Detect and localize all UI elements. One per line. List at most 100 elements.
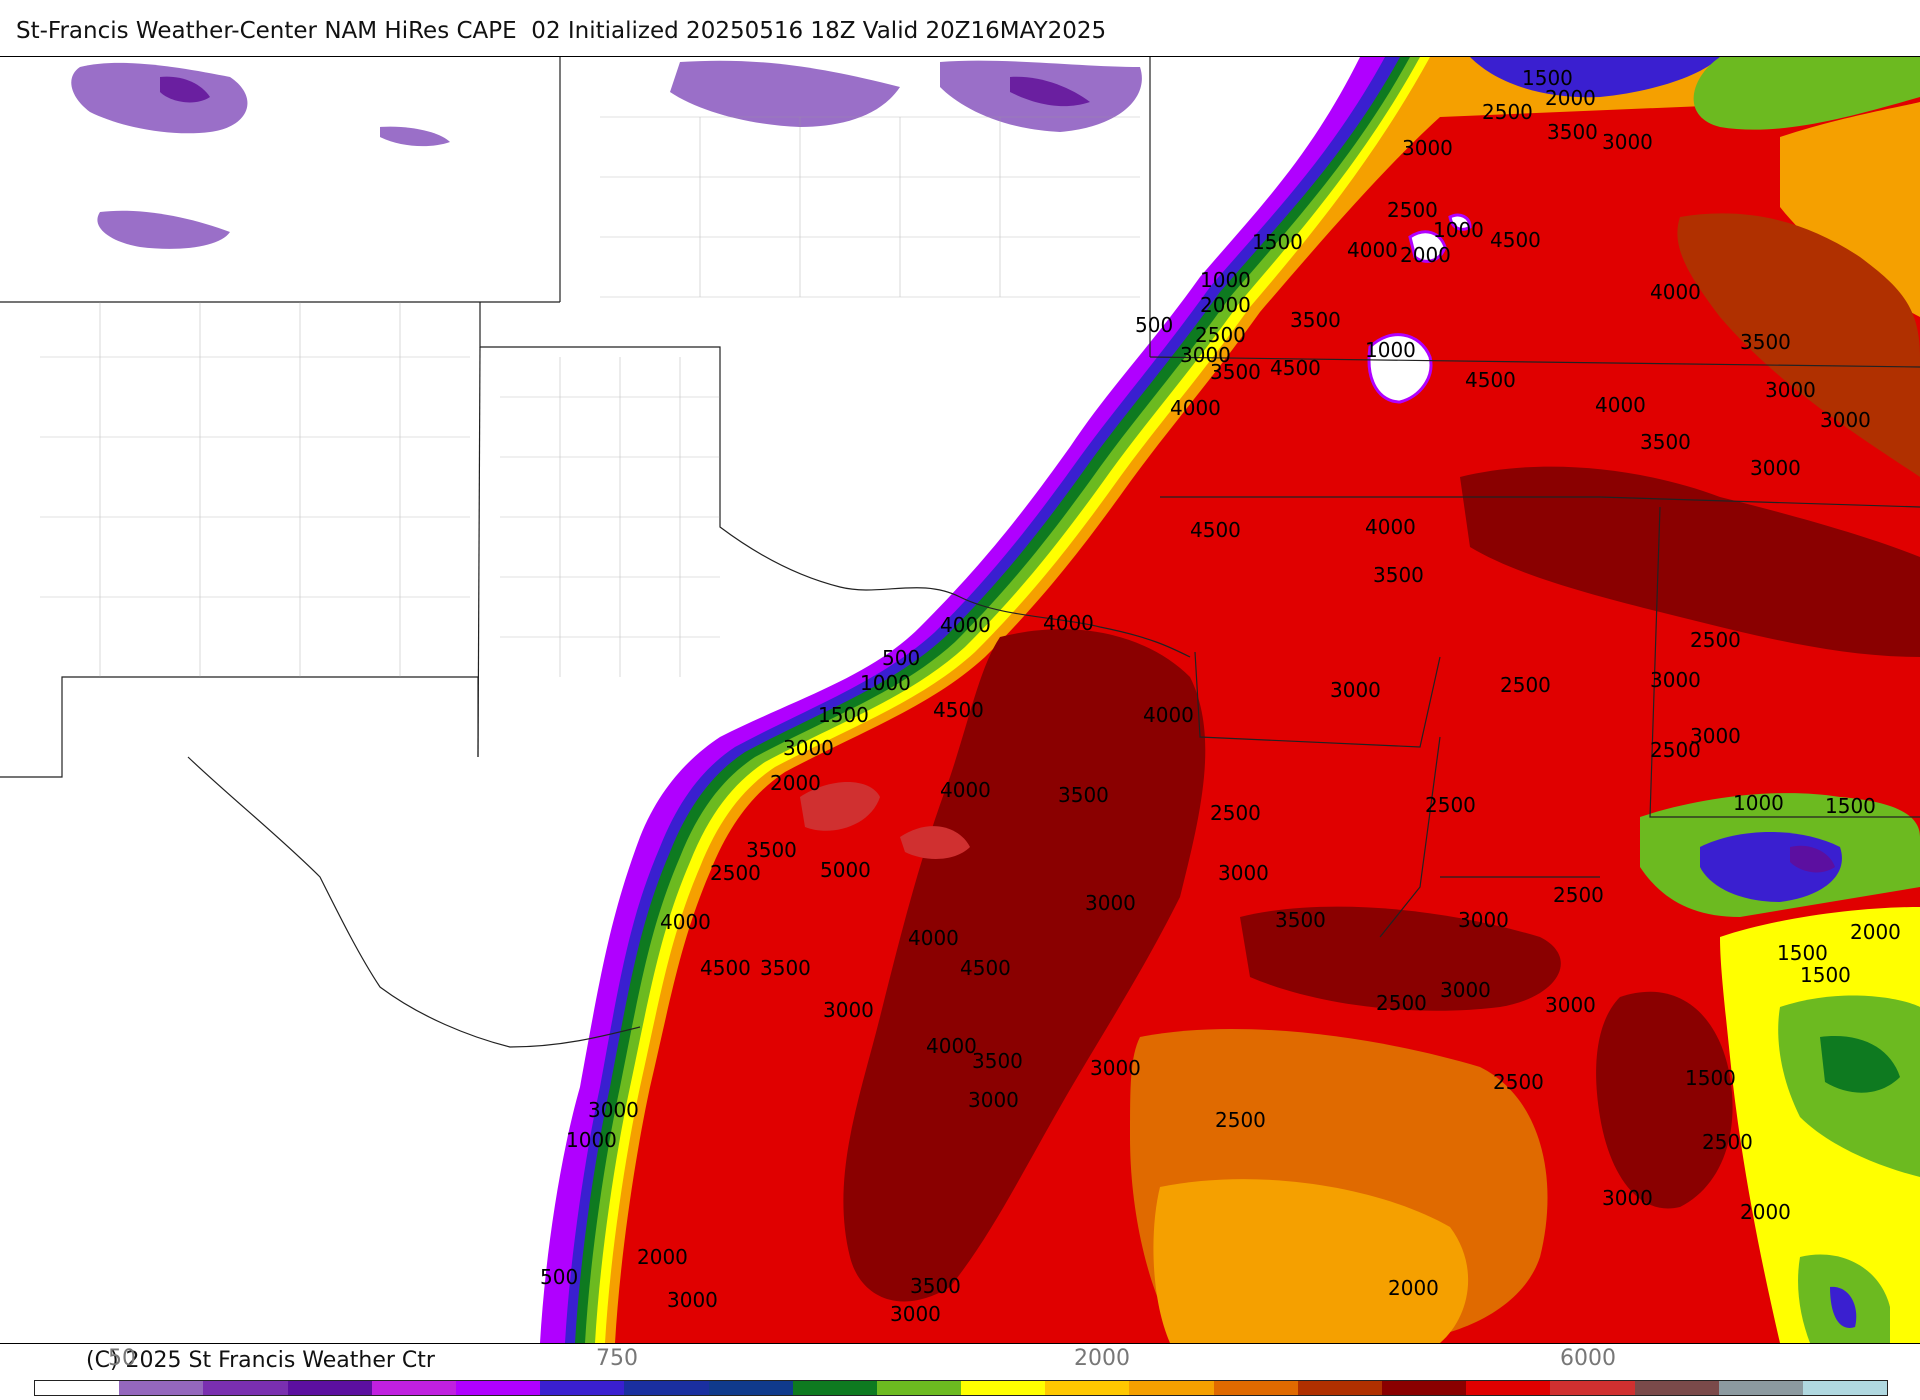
contour-label: 3000 [1085,891,1136,915]
low-cape-patches [71,60,1142,249]
contour-label: 4000 [1143,703,1194,727]
contour-label: 3000 [1402,136,1453,160]
contour-label: 4500 [933,698,984,722]
contour-label: 500 [882,646,920,670]
storm-gap [1367,213,1472,404]
contour-label: 2500 [1195,323,1246,347]
colorbar-segment [1213,1381,1298,1395]
colorbar-tick: 2000 [1074,1346,1130,1371]
contour-label: 2000 [1545,86,1596,110]
contour-label: 1000 [1365,338,1416,362]
contour-label: 3000 [1545,993,1596,1017]
contour-label: 3500 [1275,908,1326,932]
contour-label: 2500 [1500,673,1551,697]
contour-label: 1000 [1733,791,1784,815]
contour-label: 1500 [1685,1066,1736,1090]
contour-label: 2500 [1690,628,1741,652]
colorbar-segment [371,1381,456,1395]
colorbar-segment [1550,1381,1635,1395]
map-title: St-Francis Weather-Center NAM HiRes CAPE… [16,18,1107,44]
contour-label: 4000 [1650,280,1701,304]
colorbar-segment [961,1381,1046,1395]
contour-label: 500 [1135,313,1173,337]
contour-label: 3000 [890,1302,941,1326]
contour-label: 4500 [1490,228,1541,252]
contour-label: 4000 [1365,515,1416,539]
colorbar-tick: 750 [596,1346,638,1371]
contour-label: 2500 [1650,738,1701,762]
contour-label: 2500 [1387,198,1438,222]
contour-label: 4000 [1170,396,1221,420]
contour-label: 3000 [588,1098,639,1122]
contour-label: 2500 [1376,991,1427,1015]
contour-label: 3000 [1750,456,1801,480]
contour-label: 3500 [1058,783,1109,807]
dark-red-regions [843,466,1920,1302]
colorbar-segment [708,1381,793,1395]
colorbar-segment [540,1381,625,1395]
colorbar-segment [1802,1381,1888,1395]
contour-label: 4000 [926,1034,977,1058]
colorbar-segment [792,1381,877,1395]
contour-label: 3000 [1602,1186,1653,1210]
colorbar-segment [876,1381,962,1395]
contour-label: 500 [540,1265,578,1289]
gulf-east-blue [1640,793,1920,917]
contour-label: 1500 [818,703,869,727]
contour-label: 3000 [1090,1056,1141,1080]
colorbar-segment [119,1381,204,1395]
northeast-gradient [1470,57,1920,478]
contour-label: 2000 [1388,1276,1439,1300]
contour-label: 2500 [1482,100,1533,124]
contour-label: 2500 [1215,1108,1266,1132]
contour-label: 4000 [940,613,991,637]
contour-label: 2500 [1702,1130,1753,1154]
contour-label: 1000 [1433,218,1484,242]
contour-label: 1500 [1252,230,1303,254]
contour-label: 3000 [823,998,874,1022]
contour-label: 2000 [1200,293,1251,317]
contour-label: 4500 [1190,518,1241,542]
contour-label: 3500 [972,1049,1023,1073]
contour-label: 3000 [1650,668,1701,692]
contour-label: 5000 [820,858,871,882]
contour-label: 3000 [1765,378,1816,402]
contour-label: 3500 [1210,360,1261,384]
colorbar-segment [1718,1381,1803,1395]
copyright-notice: (C) 2025 St Francis Weather Ctr [86,1348,435,1373]
contour-label: 2000 [1740,1200,1791,1224]
contour-label: 3500 [1547,120,1598,144]
contour-label: 4500 [960,956,1011,980]
contour-label: 4500 [1465,368,1516,392]
contour-label: 3500 [1740,330,1791,354]
contour-label: 3000 [1690,724,1741,748]
contour-label: 4500 [700,956,751,980]
contour-label: 3500 [760,956,811,980]
county-lines [40,116,1140,677]
contour-label: 3000 [1458,908,1509,932]
colorbar-segment [1466,1381,1551,1395]
contour-label: 4000 [940,778,991,802]
contour-label: 4000 [908,926,959,950]
contour-label: 2500 [710,861,761,885]
contour-label: 3500 [910,1274,961,1298]
bright-red-pockets [800,782,970,859]
contour-label: 3000 [667,1288,718,1312]
contour-label: 4000 [1595,393,1646,417]
contour-label: 3000 [1440,978,1491,1002]
contour-label: 2500 [1553,883,1604,907]
contour-label: 2500 [1493,1070,1544,1094]
colorbar-segment [455,1381,541,1395]
colorbar-segment [287,1381,372,1395]
contour-label: 4000 [1347,238,1398,262]
cape-map-canvas: 1500 2000 2500 3500 3000 2500 3000 1000 … [0,57,1920,1343]
contour-label: 4500 [1270,356,1321,380]
colorbar-segment [35,1381,120,1395]
colorbar-segment [1045,1381,1130,1395]
colorbar-segment [1634,1381,1719,1395]
contour-label: 3500 [746,838,797,862]
contour-label: 1500 [1777,941,1828,965]
contour-label: 2000 [637,1245,688,1269]
colorbar-segment [624,1381,709,1395]
colorbar-segment [1382,1381,1467,1395]
